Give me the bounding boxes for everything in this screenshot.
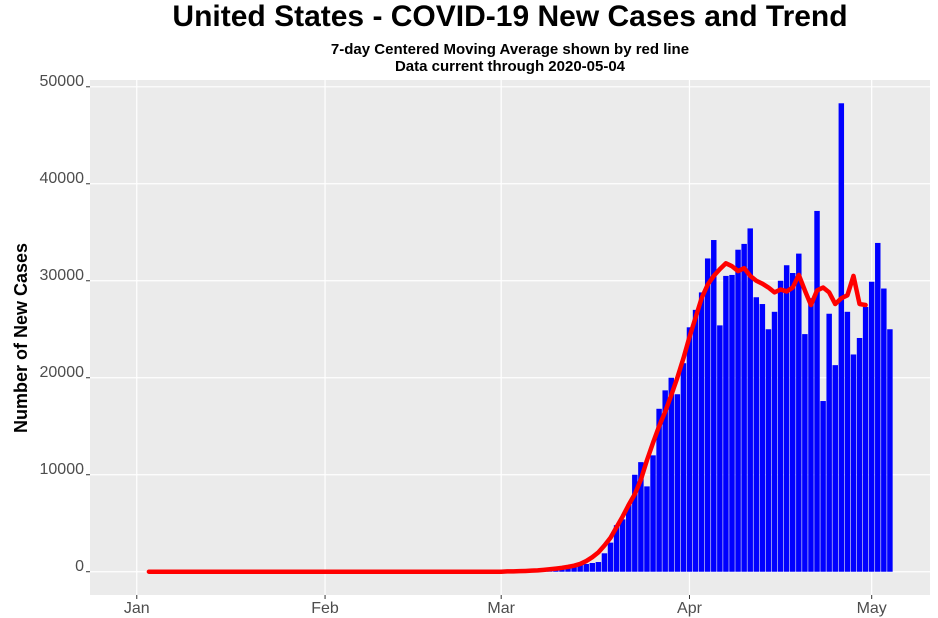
marks (146, 103, 893, 574)
bar (735, 249, 741, 572)
bar (704, 258, 711, 572)
bar (777, 280, 784, 572)
bar (844, 311, 851, 572)
x-tick-label: Mar (487, 600, 515, 617)
bar (595, 562, 602, 572)
bar (862, 306, 869, 572)
bar (887, 329, 893, 572)
bar (583, 563, 589, 572)
bar (607, 542, 614, 572)
bar (686, 327, 693, 572)
bar (826, 313, 832, 572)
bar (619, 519, 626, 572)
bar (783, 265, 790, 572)
chart-title: United States - COVID-19 New Cases and T… (172, 0, 847, 33)
bar (650, 455, 656, 572)
bar (589, 562, 596, 572)
y-axis-label: Number of New Cases (11, 243, 31, 433)
bar (662, 390, 668, 572)
bar (796, 253, 802, 572)
bar (723, 275, 729, 572)
bar (656, 408, 662, 572)
bar (759, 304, 766, 572)
y-tick-label: 10000 (40, 461, 85, 478)
bar (741, 243, 747, 572)
bar (577, 564, 583, 572)
y-tick-label: 20000 (40, 364, 85, 381)
bar (626, 504, 632, 572)
bar (644, 486, 650, 572)
bar (613, 525, 620, 572)
bar (717, 325, 723, 572)
bar (802, 334, 808, 572)
bar (881, 288, 887, 572)
y-tick-label: 50000 (40, 73, 85, 90)
bar (868, 281, 875, 572)
subtitle: 7-day Centered Moving Average shown by r… (331, 41, 689, 58)
bar (674, 394, 681, 572)
bar (820, 401, 826, 572)
bar (790, 273, 796, 572)
bar (753, 297, 760, 572)
bar (832, 365, 838, 572)
bar (565, 567, 571, 572)
bar (771, 311, 778, 572)
bar (729, 274, 735, 572)
bar (698, 292, 705, 572)
bar (711, 240, 717, 572)
bar (692, 309, 699, 572)
y-tick-label: 40000 (40, 170, 85, 187)
bar (571, 566, 577, 572)
x-tick-label: Feb (311, 600, 339, 617)
bar (875, 242, 881, 572)
x-tick-label: Jan (124, 600, 150, 617)
subtitle: Data current through 2020-05-04 (395, 58, 626, 75)
bar (747, 228, 753, 572)
trend-line (146, 261, 868, 574)
bar (765, 329, 772, 572)
bar (808, 298, 814, 572)
bar (814, 210, 820, 572)
bar (632, 474, 638, 572)
x-tick-label: Apr (677, 600, 703, 617)
bar (668, 377, 674, 572)
bar (838, 103, 845, 572)
bar (856, 337, 863, 572)
y-tick-label: 30000 (40, 267, 85, 284)
bar (638, 462, 644, 572)
bar (680, 363, 687, 572)
x-tick-label: May (857, 600, 887, 617)
y-tick-label: 0 (75, 558, 84, 575)
bar (850, 354, 857, 572)
bar (601, 553, 608, 572)
